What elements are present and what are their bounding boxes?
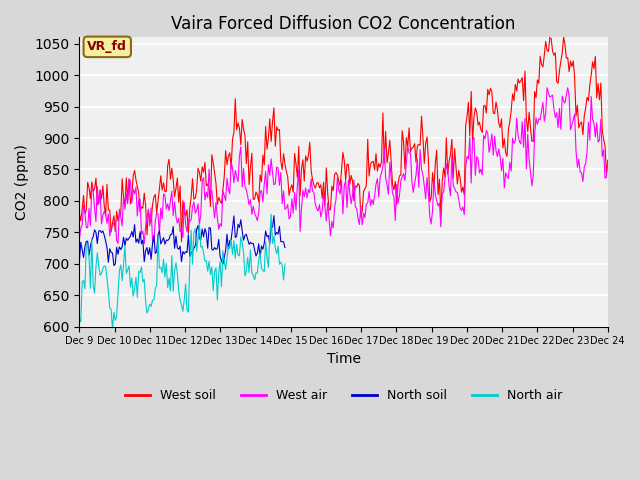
North soil xyxy=(110,263,118,268)
West soil xyxy=(532,95,540,101)
West soil xyxy=(93,202,101,208)
West soil xyxy=(602,170,610,176)
West air xyxy=(349,192,356,198)
North air xyxy=(93,250,101,256)
West air xyxy=(602,175,610,180)
West air xyxy=(564,85,572,91)
West soil xyxy=(560,34,568,40)
West air xyxy=(604,160,612,166)
Legend: West soil, West air, North soil, North air: West soil, West air, North soil, North a… xyxy=(120,384,567,408)
X-axis label: Time: Time xyxy=(326,352,360,366)
Line: North soil: North soil xyxy=(79,216,285,265)
North air xyxy=(110,309,118,315)
North air xyxy=(76,315,83,321)
Text: VR_fd: VR_fd xyxy=(87,40,127,53)
North soil xyxy=(93,240,101,246)
West air xyxy=(76,236,83,242)
Line: West air: West air xyxy=(79,88,608,244)
West air xyxy=(140,241,148,247)
West air xyxy=(532,115,540,120)
West air xyxy=(93,184,101,190)
Title: Vaira Forced Diffusion CO2 Concentration: Vaira Forced Diffusion CO2 Concentration xyxy=(172,15,516,33)
West soil xyxy=(349,179,356,184)
Line: North air: North air xyxy=(79,214,285,329)
West soil xyxy=(110,213,118,219)
Line: West soil: West soil xyxy=(79,37,608,242)
Y-axis label: CO2 (ppm): CO2 (ppm) xyxy=(15,144,29,220)
West soil xyxy=(604,157,612,163)
North soil xyxy=(76,258,83,264)
West soil xyxy=(178,239,186,245)
West soil xyxy=(76,211,83,216)
West air xyxy=(454,190,461,195)
West air xyxy=(110,220,118,226)
West soil xyxy=(454,181,461,187)
